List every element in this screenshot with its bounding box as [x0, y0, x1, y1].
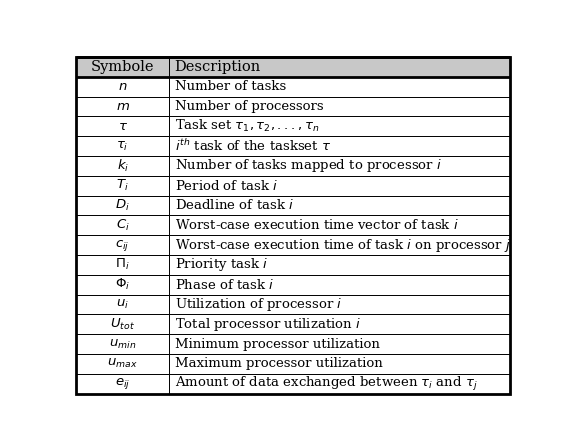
Bar: [169, 275, 510, 294]
Bar: [169, 77, 510, 96]
Text: Phase of task $i$: Phase of task $i$: [174, 277, 274, 292]
Bar: [76, 334, 169, 354]
Bar: [169, 176, 510, 195]
Bar: [169, 57, 510, 77]
Text: $c_{ij}$: $c_{ij}$: [116, 238, 130, 252]
Bar: [169, 255, 510, 275]
Bar: [76, 57, 169, 77]
Bar: [76, 235, 169, 255]
Text: Period of task $i$: Period of task $i$: [174, 179, 277, 193]
Bar: [169, 334, 510, 354]
Text: Worst-case execution time of task $i$ on processor $j$: Worst-case execution time of task $i$ on…: [174, 236, 511, 253]
Text: $k_i$: $k_i$: [117, 158, 129, 174]
Text: $U_{tot}$: $U_{tot}$: [110, 317, 135, 332]
Bar: [76, 374, 169, 393]
Bar: [169, 374, 510, 393]
Bar: [76, 354, 169, 374]
Text: $\tau_i$: $\tau_i$: [116, 140, 129, 153]
Text: Task set $\tau_1, \tau_2, ..., \tau_n$: Task set $\tau_1, \tau_2, ..., \tau_n$: [174, 118, 319, 134]
Text: $D_i$: $D_i$: [116, 198, 130, 213]
Bar: [169, 136, 510, 156]
Bar: [76, 275, 169, 294]
Text: $\Pi_i$: $\Pi_i$: [116, 257, 130, 273]
Bar: [76, 96, 169, 116]
Bar: [76, 195, 169, 215]
Text: $\Phi_i$: $\Phi_i$: [115, 277, 130, 292]
Bar: [76, 136, 169, 156]
Bar: [169, 294, 510, 314]
Text: Utilization of processor $i$: Utilization of processor $i$: [174, 296, 342, 313]
Bar: [169, 96, 510, 116]
Bar: [76, 215, 169, 235]
Bar: [76, 294, 169, 314]
Bar: [76, 255, 169, 275]
Text: $u_{max}$: $u_{max}$: [108, 357, 138, 370]
Text: Symbole: Symbole: [91, 60, 154, 74]
Bar: [76, 314, 169, 334]
Text: $n$: $n$: [118, 80, 128, 93]
Text: Deadline of task $i$: Deadline of task $i$: [174, 198, 293, 212]
Text: Number of tasks: Number of tasks: [174, 80, 286, 93]
Bar: [169, 116, 510, 136]
Text: $u_{min}$: $u_{min}$: [109, 338, 136, 351]
Text: $T_i$: $T_i$: [116, 178, 129, 193]
Bar: [169, 156, 510, 176]
Text: $\tau$: $\tau$: [118, 120, 128, 133]
Text: Minimum processor utilization: Minimum processor utilization: [174, 338, 380, 351]
Bar: [169, 215, 510, 235]
Text: Number of processors: Number of processors: [174, 100, 323, 113]
Bar: [169, 314, 510, 334]
Text: $C_i$: $C_i$: [116, 218, 129, 233]
Bar: [169, 235, 510, 255]
Bar: [76, 156, 169, 176]
Text: Worst-case execution time vector of task $i$: Worst-case execution time vector of task…: [174, 218, 459, 232]
Text: Amount of data exchanged between $\tau_i$ and $\tau_j$: Amount of data exchanged between $\tau_i…: [174, 375, 477, 392]
Text: Description: Description: [174, 60, 261, 74]
Text: $u_i$: $u_i$: [116, 298, 129, 311]
Bar: [169, 195, 510, 215]
Text: Total processor utilization $i$: Total processor utilization $i$: [174, 316, 361, 333]
Text: $i^{th}$ task of the taskset $\tau$: $i^{th}$ task of the taskset $\tau$: [174, 138, 331, 154]
Text: $e_{ij}$: $e_{ij}$: [115, 376, 130, 391]
Bar: [76, 77, 169, 96]
Bar: [169, 354, 510, 374]
Bar: [76, 116, 169, 136]
Text: Number of tasks mapped to processor $i$: Number of tasks mapped to processor $i$: [174, 157, 442, 174]
Text: Priority task $i$: Priority task $i$: [174, 256, 268, 273]
Text: Maximum processor utilization: Maximum processor utilization: [174, 357, 383, 370]
Text: $m$: $m$: [116, 100, 130, 113]
Bar: [76, 176, 169, 195]
